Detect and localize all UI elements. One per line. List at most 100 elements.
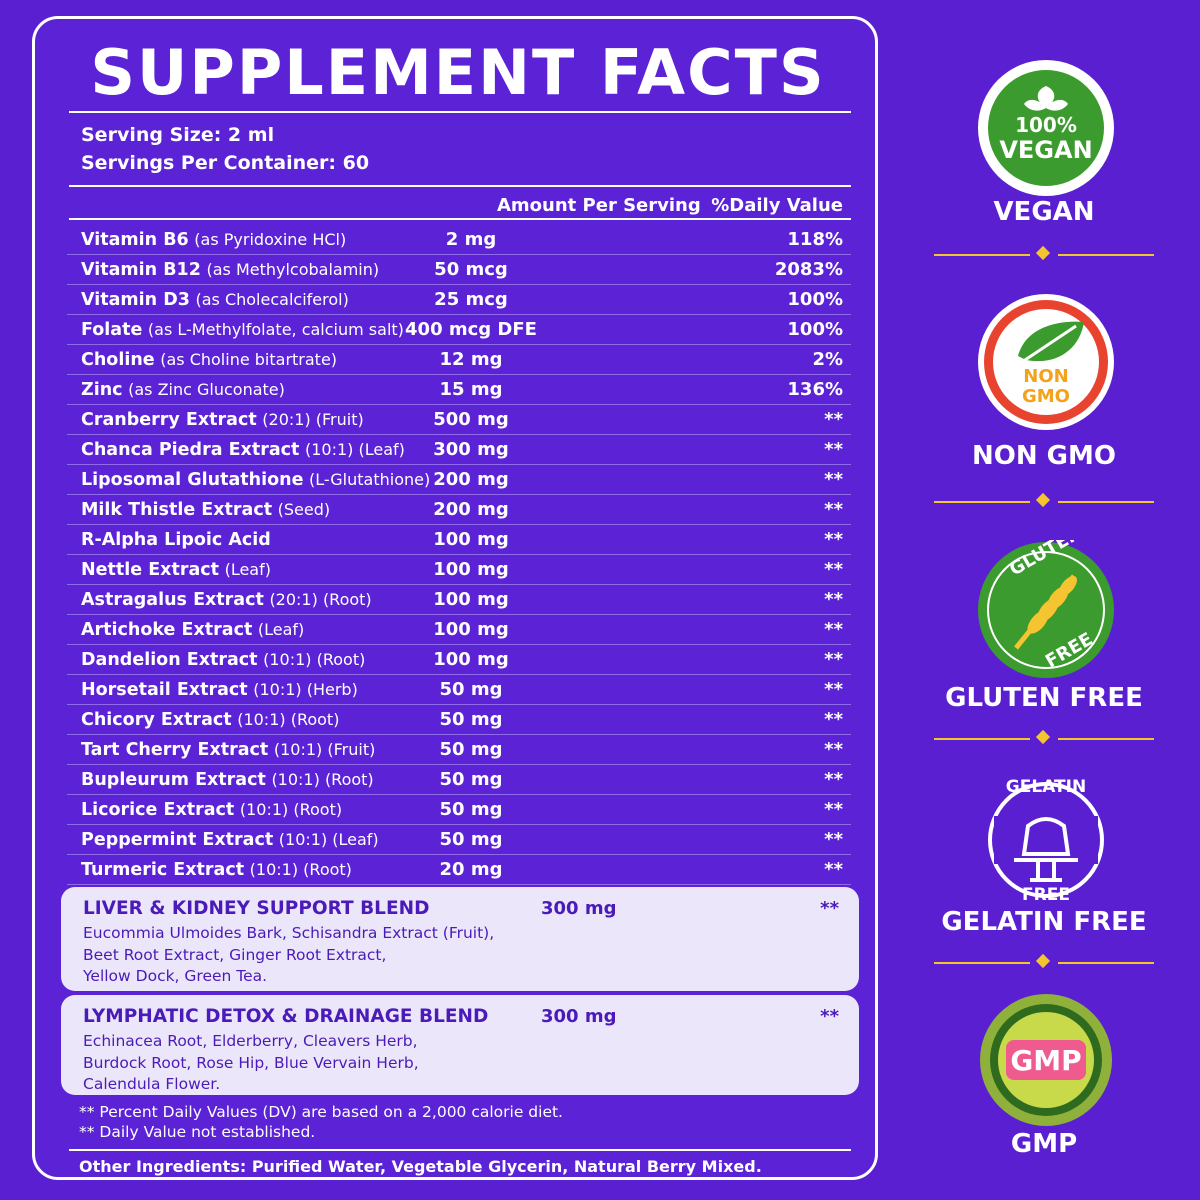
nutrient-amount: 100 mg	[433, 649, 509, 670]
nutrient-amount: 50 mg	[439, 829, 503, 850]
table-row: Chanca Piedra Extract (10:1) (Leaf) 300 m…	[67, 435, 851, 465]
table-row: Bupleurum Extract (10:1) (Root) 50 mg **	[67, 765, 851, 795]
gmp-seal-icon: GMP	[976, 990, 1116, 1130]
nutrient-name: Nettle Extract (Leaf)	[81, 560, 271, 580]
table-row: Milk Thistle Extract (Seed) 200 mg **	[67, 495, 851, 525]
nutrient-dv: **	[824, 559, 843, 580]
supplement-facts-panel: SUPPLEMENT FACTS Serving Size: 2 ml Serv…	[32, 16, 878, 1180]
blend-name: LIVER & KIDNEY SUPPORT BLEND	[83, 898, 430, 919]
table-row: Astragalus Extract (20:1) (Root) 100 mg **	[67, 585, 851, 615]
nutrient-name: Chicory Extract (10:1) (Root)	[81, 710, 340, 730]
nutrient-amount: 100 mg	[433, 589, 509, 610]
table-row: Horsetail Extract (10:1) (Herb) 50 mg **	[67, 675, 851, 705]
nutrient-name: Cranberry Extract (20:1) (Fruit)	[81, 410, 364, 430]
table-row: Nettle Extract (Leaf) 100 mg **	[67, 555, 851, 585]
nutrient-dv: **	[824, 739, 843, 760]
badge-label-gelatin-free: GELATIN FREE	[941, 907, 1147, 937]
nutrient-name: Vitamin B12 (as Methylcobalamin)	[81, 260, 380, 280]
nutrient-name: Dandelion Extract (10:1) (Root)	[81, 650, 366, 670]
nutrient-amount: 2 mg	[445, 229, 497, 250]
separator	[934, 729, 1154, 746]
nutrient-name: Artichoke Extract (Leaf)	[81, 620, 305, 640]
svg-text:GMO: GMO	[1022, 386, 1070, 407]
badge-label-gluten-free: GLUTEN FREE	[945, 683, 1143, 713]
nutrient-amount: 500 mg	[433, 409, 509, 430]
nutrient-dv: **	[824, 469, 843, 490]
nutrient-amount: 50 mg	[439, 679, 503, 700]
separator	[934, 492, 1154, 509]
divider	[69, 111, 851, 113]
nutrient-amount: 12 mg	[439, 349, 503, 370]
nutrient-name: Vitamin B6 (as Pyridoxine HCl)	[81, 230, 347, 250]
blend-box: LYMPHATIC DETOX & DRAINAGE BLEND 300 mg …	[61, 995, 859, 1095]
separator	[934, 245, 1154, 262]
non-gmo-leaf-icon: NON GMO	[976, 292, 1116, 432]
table-row: Vitamin D3 (as Cholecalciferol) 25 mcg 100…	[67, 285, 851, 315]
nutrient-dv: 100%	[787, 319, 843, 340]
serving-size: Serving Size: 2 ml	[81, 124, 275, 146]
table-row: Cranberry Extract (20:1) (Fruit) 500 mg **	[67, 405, 851, 435]
nutrient-dv: 100%	[787, 289, 843, 310]
nutrient-amount: 50 mcg	[434, 259, 508, 280]
nutrient-amount: 25 mcg	[434, 289, 508, 310]
nutrient-amount: 15 mg	[439, 379, 503, 400]
nutrient-amount: 200 mg	[433, 469, 509, 490]
nutrient-name: Choline (as Choline bitartrate)	[81, 350, 338, 370]
other-ingredients: Other Ingredients: Purified Water, Veget…	[79, 1157, 762, 1176]
nutrient-dv: **	[824, 589, 843, 610]
nutrient-dv: **	[824, 409, 843, 430]
nutrient-dv: **	[824, 529, 843, 550]
nutrient-name: Zinc (as Zinc Gluconate)	[81, 380, 285, 400]
table-row: Dandelion Extract (10:1) (Root) 100 mg **	[67, 645, 851, 675]
blend-ingredients: Echinacea Root, Elderberry, Cleavers Her…	[83, 1032, 419, 1093]
svg-text:NON: NON	[1023, 366, 1068, 387]
table-row: Folate (as L-Methylfolate, calcium salt)…	[67, 315, 851, 345]
blend-ingredients: Eucommia Ulmoides Bark, Schisandra Extra…	[83, 924, 495, 985]
blend-dv: **	[820, 1006, 839, 1027]
nutrient-dv: 2083%	[774, 259, 843, 280]
nutrient-name: Horsetail Extract (10:1) (Herb)	[81, 680, 358, 700]
badge-label-vegan: VEGAN	[993, 197, 1095, 227]
nutrient-name: Peppermint Extract (10:1) (Leaf)	[81, 830, 379, 850]
table-row: Peppermint Extract (10:1) (Leaf) 50 mg **	[67, 825, 851, 855]
nutrient-name: Liposomal Glutathione (L-Glutathione)	[81, 470, 431, 490]
table-row: Zinc (as Zinc Gluconate) 15 mg 136%	[67, 375, 851, 405]
svg-text:100%: 100%	[1015, 113, 1077, 137]
nutrient-amount: 300 mg	[433, 439, 509, 460]
nutrient-dv: **	[824, 799, 843, 820]
nutrient-dv: **	[824, 499, 843, 520]
nutrient-name: Bupleurum Extract (10:1) (Root)	[81, 770, 374, 790]
nutrient-amount: 50 mg	[439, 799, 503, 820]
nutrient-dv: **	[824, 439, 843, 460]
nutrient-amount: 200 mg	[433, 499, 509, 520]
blend-amount: 300 mg	[541, 898, 617, 919]
badge-label-non-gmo: NON GMO	[972, 441, 1116, 471]
nutrient-dv: **	[824, 649, 843, 670]
blend-dv: **	[820, 898, 839, 919]
panel-title: SUPPLEMENT FACTS	[90, 36, 826, 109]
nutrient-dv: **	[824, 859, 843, 880]
table-row: Choline (as Choline bitartrate) 12 mg 2%	[67, 345, 851, 375]
nutrient-dv: **	[824, 829, 843, 850]
nutrient-amount: 50 mg	[439, 769, 503, 790]
table-row: Licorice Extract (10:1) (Root) 50 mg **	[67, 795, 851, 825]
nutrient-amount: 100 mg	[433, 529, 509, 550]
svg-text:GELATIN: GELATIN	[1006, 777, 1086, 797]
badge-label-gmp: GMP	[1010, 1129, 1078, 1159]
svg-text:GMP: GMP	[1010, 1044, 1081, 1077]
blend-amount: 300 mg	[541, 1006, 617, 1027]
servings-per-container: Servings Per Container: 60	[81, 152, 370, 174]
svg-text:FREE: FREE	[1022, 885, 1070, 905]
vegan-leaf-icon: 100% VEGAN	[976, 58, 1116, 198]
nutrient-amount: 50 mg	[439, 739, 503, 760]
nutrient-dv: **	[824, 769, 843, 790]
divider	[69, 185, 851, 187]
nutrient-name: Folate (as L-Methylfolate, calcium salt)	[81, 320, 404, 340]
nutrient-amount: 400 mcg DFE	[405, 319, 537, 340]
footnote: ** Percent Daily Values (DV) are based o…	[79, 1103, 563, 1121]
nutrient-amount: 50 mg	[439, 709, 503, 730]
nutrient-name: Milk Thistle Extract (Seed)	[81, 500, 331, 520]
divider	[69, 1149, 851, 1151]
svg-text:VEGAN: VEGAN	[999, 136, 1092, 164]
table-row: Liposomal Glutathione (L-Glutathione) 200…	[67, 465, 851, 495]
